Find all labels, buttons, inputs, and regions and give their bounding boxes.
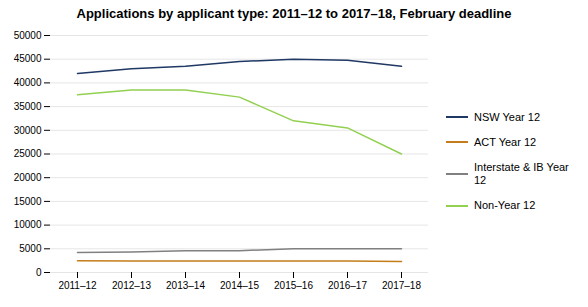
svg-text:5000: 5000 [19, 243, 42, 254]
svg-text:20000: 20000 [14, 172, 42, 183]
svg-text:10000: 10000 [14, 219, 42, 230]
svg-text:50000: 50000 [14, 30, 42, 41]
svg-text:2016–17: 2016–17 [328, 280, 367, 291]
svg-text:0: 0 [36, 267, 42, 278]
svg-text:2017–18: 2017–18 [382, 280, 421, 291]
svg-text:35000: 35000 [14, 101, 42, 112]
svg-text:15000: 15000 [14, 196, 42, 207]
svg-text:45000: 45000 [14, 53, 42, 64]
svg-text:2015–16: 2015–16 [274, 280, 313, 291]
html-text:NSW Year 12: NSW Year 12 [474, 110, 540, 123]
svg-text:2012–13: 2012–13 [112, 280, 151, 291]
html-text:ACT Year 12: ACT Year 12 [474, 135, 537, 148]
svg-text:2014–15: 2014–15 [220, 280, 259, 291]
html-text:Interstate & IB Year 12: Interstate & IB Year 12 [474, 160, 569, 187]
svg-text:2013–14: 2013–14 [166, 280, 205, 291]
svg-text:2011–12: 2011–12 [58, 280, 97, 291]
html-text:Non-Year 12: Non-Year 12 [474, 199, 536, 212]
svg-text:25000: 25000 [14, 148, 42, 159]
svg-text:40000: 40000 [14, 77, 42, 88]
html-text:Applications by applicant type: Applications by applicant type: 2011–12 … [76, 6, 512, 21]
svg-text:30000: 30000 [14, 125, 42, 136]
